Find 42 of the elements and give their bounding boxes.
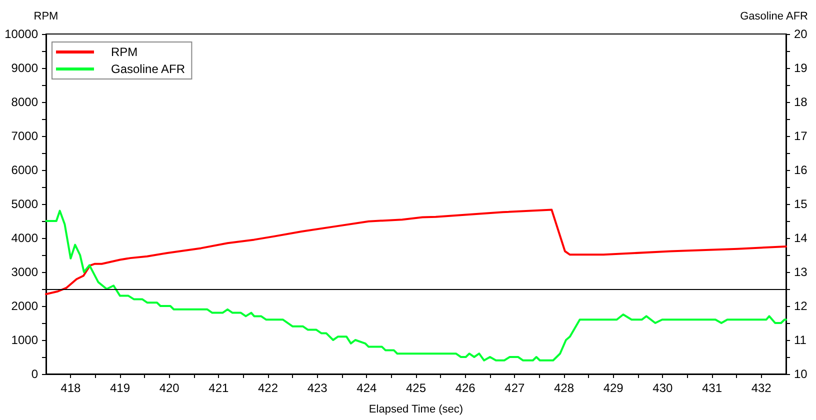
- y-tick-label: 3000: [11, 265, 38, 279]
- y2-tick-label: 16: [794, 163, 808, 177]
- y-tick-label: 10000: [4, 27, 38, 41]
- y2-tick-label: 12: [794, 299, 808, 313]
- x-tick-label: 432: [751, 381, 772, 395]
- x-tick-label: 425: [406, 381, 426, 395]
- x-tick-label: 423: [307, 381, 328, 395]
- y-tick-label: 5000: [11, 197, 38, 211]
- x-tick-label: 429: [603, 381, 624, 395]
- x-tick-label: 427: [504, 381, 525, 395]
- legend-label: Gasoline AFR: [111, 62, 186, 76]
- y-tick-label: 8000: [11, 95, 38, 109]
- y-axis-title: RPM: [34, 10, 58, 22]
- x-tick-label: 428: [554, 381, 574, 395]
- x-tick-label: 426: [455, 381, 476, 395]
- y-tick-label: 1000: [11, 333, 38, 347]
- y2-tick-label: 20: [794, 27, 808, 41]
- x-axis-title: Elapsed Time (sec): [368, 404, 464, 416]
- x-tick-label: 419: [110, 381, 130, 395]
- y2-tick-label: 11: [794, 333, 807, 347]
- x-tick-label: 424: [356, 381, 377, 395]
- y2-tick-label: 10: [794, 367, 808, 381]
- x-tick-label: 430: [652, 381, 673, 395]
- legend-label: RPM: [111, 45, 138, 59]
- y2-tick-label: 13: [794, 265, 808, 279]
- x-tick-label: 421: [208, 381, 229, 395]
- y-tick-label: 2000: [11, 299, 38, 313]
- x-tick-label: 422: [258, 381, 278, 395]
- y2-tick-label: 14: [794, 231, 808, 245]
- y-tick-label: 4000: [11, 231, 38, 245]
- y2-axis-title: Gasoline AFR: [740, 10, 808, 22]
- y-tick-label: 7000: [11, 129, 38, 143]
- y-tick-label: 9000: [11, 61, 38, 75]
- x-tick-label: 431: [702, 381, 722, 395]
- x-tick-label: 420: [159, 381, 180, 395]
- y2-tick-label: 15: [794, 197, 808, 211]
- y2-tick-label: 19: [794, 61, 808, 75]
- x-tick-label: 418: [60, 381, 81, 395]
- y-tick-label: 6000: [11, 163, 38, 177]
- y-tick-label: 0: [31, 367, 38, 381]
- y2-tick-label: 18: [794, 95, 808, 109]
- y2-tick-label: 17: [794, 129, 808, 143]
